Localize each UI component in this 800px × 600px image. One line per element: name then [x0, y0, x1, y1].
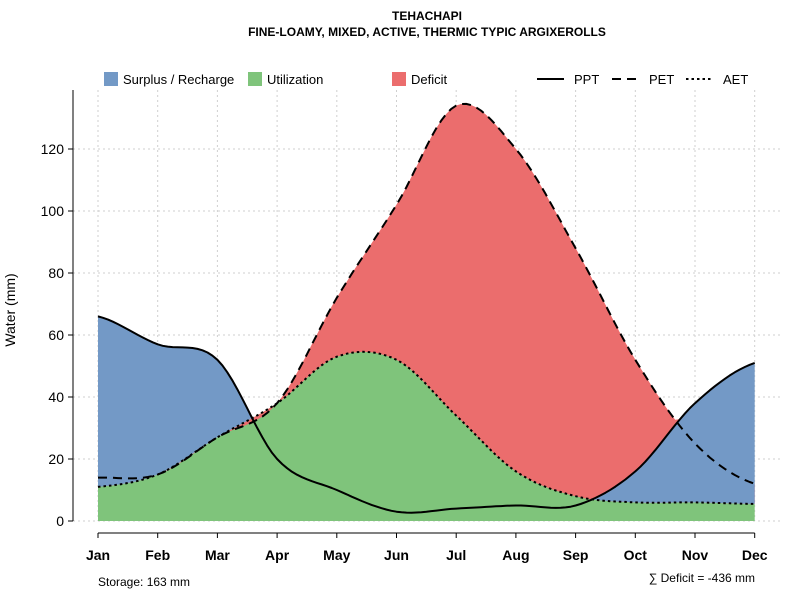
legend-swatch: [392, 72, 406, 86]
series-line-ppt: [97, 315, 756, 514]
x-tick-label: Apr: [265, 547, 290, 563]
chart-title: TEHACHAPI: [392, 9, 462, 23]
storage-annotation: Storage: 163 mm: [98, 575, 190, 589]
chart-subtitle: FINE-LOAMY, MIXED, ACTIVE, THERMIC TYPIC…: [248, 25, 606, 39]
y-tick-label: 40: [48, 389, 64, 405]
y-tick-label: 120: [41, 141, 65, 157]
legend-label: Deficit: [411, 72, 448, 87]
x-tick-label: Aug: [502, 547, 529, 563]
x-tick-label: Mar: [205, 547, 230, 563]
legend-item-ppt: PPT: [537, 72, 599, 87]
legend-item-utilization: Utilization: [248, 72, 323, 87]
y-tick-label: 100: [41, 203, 65, 219]
x-tick-label: Dec: [742, 547, 768, 563]
surplus-recharge-area: [98, 316, 755, 504]
y-tick-label: 60: [48, 327, 64, 343]
legend-swatch: [248, 72, 262, 86]
x-tick-label: Feb: [145, 547, 170, 563]
x-tick-label: Jun: [384, 547, 409, 563]
y-tick-label: 80: [48, 265, 64, 281]
legend-item-pet: PET: [612, 72, 674, 87]
legend-label: AET: [723, 72, 748, 87]
x-tick-label: Sep: [563, 547, 589, 563]
legend-label: Surplus / Recharge: [123, 72, 234, 87]
series-lines: [97, 102, 756, 514]
axes: 0 20 40 60 80 100 120 Jan Feb Mar Apr May Jun Jul Aug S…: [41, 90, 768, 563]
x-tick-label: Jul: [446, 547, 466, 563]
y-tick-label: 20: [48, 451, 64, 467]
y-axis-label: Water (mm): [2, 273, 18, 346]
legend-item-surplus-recharge: Surplus / Recharge: [104, 72, 234, 87]
x-tick-label: Nov: [682, 547, 709, 563]
deficit-annotation: ∑ Deficit = -436 mm: [649, 571, 755, 585]
legend-label: PPT: [574, 72, 599, 87]
deficit-area-upper: [98, 103, 755, 500]
x-tick-label: May: [323, 547, 350, 563]
legend-label: PET: [649, 72, 674, 87]
legend-item-deficit: Deficit: [392, 72, 448, 87]
legend-swatch: [104, 72, 118, 86]
x-tick-label: Jan: [86, 547, 110, 563]
legend-item-aet: AET: [686, 72, 748, 87]
series-line-pet: [98, 102, 756, 485]
y-tick-label: 0: [56, 513, 64, 529]
legend-label: Utilization: [267, 72, 323, 87]
legend: Surplus / Recharge Utilization Deficit PPT P…: [104, 72, 748, 87]
area-fills: [98, 103, 755, 521]
utilization-area: [98, 351, 755, 521]
x-tick-label: Oct: [624, 547, 648, 563]
